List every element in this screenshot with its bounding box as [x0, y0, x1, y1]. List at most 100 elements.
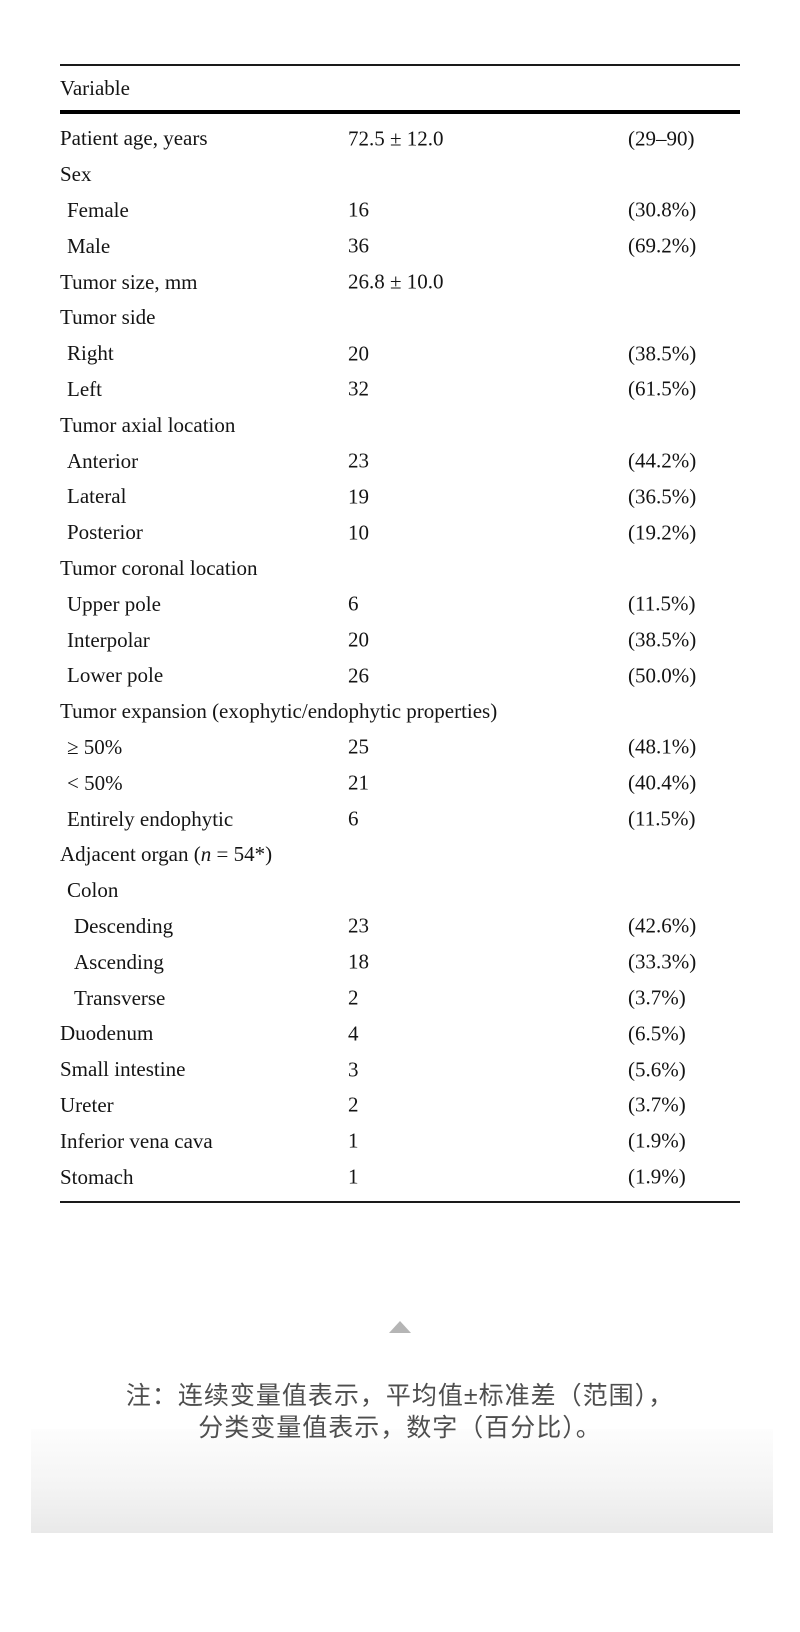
- row-percent: (5.6%): [628, 1057, 686, 1082]
- row-percent: (19.2%): [628, 520, 697, 545]
- row-percent: (11.5%): [628, 591, 696, 616]
- row-value: 1: [348, 1164, 359, 1189]
- table-row: Left 32 (61.5%): [60, 372, 740, 408]
- collapse-indicator-wrap: [0, 1321, 800, 1333]
- table-row: Interpolar 20 (38.5%): [60, 622, 740, 658]
- row-value: 20: [348, 341, 369, 366]
- row-label: Duodenum: [60, 1021, 154, 1046]
- footnote-line-2: 分类变量值表示，数字（百分比）。: [198, 1414, 602, 1442]
- row-value: 23: [348, 913, 369, 938]
- row-label: Tumor axial location: [60, 412, 236, 437]
- table-row: Tumor side: [60, 300, 740, 336]
- row-label: Colon: [67, 878, 119, 903]
- table-row: ≥ 50% 25 (48.1%): [60, 730, 740, 766]
- row-label: Adjacent organ (n = 54*): [60, 842, 273, 867]
- table-row: Female 16 (30.8%): [60, 193, 740, 229]
- row-label: Tumor size, mm: [60, 269, 198, 294]
- row-value: 4: [348, 1021, 359, 1046]
- table-row: Tumor size, mm 26.8 ± 10.0: [60, 264, 740, 300]
- table-row: Transverse 2 (3.7%): [60, 980, 740, 1016]
- row-label: Descending: [74, 913, 174, 938]
- table-row: Duodenum 4 (6.5%): [60, 1016, 740, 1052]
- row-percent: (69.2%): [628, 233, 697, 258]
- row-percent: (1.9%): [628, 1164, 686, 1189]
- row-value: 26.8 ± 10.0: [348, 269, 444, 294]
- row-value: 26: [348, 663, 369, 688]
- row-percent: (6.5%): [628, 1021, 686, 1046]
- row-label: Patient age, years: [60, 126, 208, 151]
- row-label: Small intestine: [60, 1057, 186, 1082]
- row-label: Lower pole: [67, 663, 164, 688]
- row-value: 3: [348, 1057, 359, 1082]
- row-value: 23: [348, 448, 369, 473]
- row-label: Sex: [60, 162, 92, 187]
- row-value: 21: [348, 770, 369, 795]
- row-value: 19: [348, 484, 369, 509]
- row-label: Inferior vena cava: [60, 1128, 213, 1153]
- row-label: Tumor coronal location: [60, 555, 258, 580]
- row-label: Tumor expansion (exophytic/endophytic pr…: [60, 699, 498, 724]
- row-percent: (40.4%): [628, 770, 697, 795]
- table-row: Descending 23 (42.6%): [60, 909, 740, 945]
- row-label: Stomach: [60, 1164, 134, 1189]
- row-value: 16: [348, 197, 369, 222]
- table-row: < 50% 21 (40.4%): [60, 765, 740, 801]
- row-value: 1: [348, 1128, 359, 1153]
- table-rows: Patient age, years 72.5 ± 12.0 (29–90) S…: [60, 114, 740, 1201]
- row-percent: (50.0%): [628, 663, 697, 688]
- row-label: ≥ 50%: [67, 734, 123, 759]
- table-row: Ascending 18 (33.3%): [60, 944, 740, 980]
- next-section-preview: [31, 1429, 773, 1533]
- table-row: Posterior 10 (19.2%): [60, 515, 740, 551]
- table-header-variable: Variable: [60, 75, 130, 100]
- table-row: Inferior vena cava 1 (1.9%): [60, 1123, 740, 1159]
- row-percent: (38.5%): [628, 341, 697, 366]
- table-row: Patient age, years 72.5 ± 12.0 (29–90): [60, 121, 740, 157]
- row-value: 18: [348, 949, 369, 974]
- table-row: Small intestine 3 (5.6%): [60, 1052, 740, 1088]
- table-row: Anterior 23 (44.2%): [60, 443, 740, 479]
- row-percent: (3.7%): [628, 1092, 686, 1117]
- row-label: Left: [67, 376, 102, 401]
- row-value: 6: [348, 806, 359, 831]
- row-value: 36: [348, 233, 369, 258]
- table-row: Upper pole 6 (11.5%): [60, 586, 740, 622]
- row-percent: (30.8%): [628, 197, 697, 222]
- row-percent: (38.5%): [628, 627, 697, 652]
- collapse-arrow-icon[interactable]: [389, 1321, 411, 1333]
- row-label: Transverse: [74, 985, 166, 1010]
- table-row: Lower pole 26 (50.0%): [60, 658, 740, 694]
- table-row: Ureter 2 (3.7%): [60, 1088, 740, 1124]
- row-label: Ascending: [74, 949, 164, 974]
- row-percent: (36.5%): [628, 484, 697, 509]
- table-row: Adjacent organ (n = 54*): [60, 837, 740, 873]
- table-row: Male 36 (69.2%): [60, 228, 740, 264]
- row-value: 32: [348, 376, 369, 401]
- table-row: Right 20 (38.5%): [60, 336, 740, 372]
- row-label: Upper pole: [67, 591, 161, 616]
- row-label: Female: [67, 197, 129, 222]
- row-percent: (3.7%): [628, 985, 686, 1010]
- row-label: Male: [67, 233, 111, 258]
- row-label: Entirely endophytic: [67, 806, 234, 831]
- row-percent: (33.3%): [628, 949, 697, 974]
- row-value: 6: [348, 591, 359, 616]
- table-row: Stomach 1 (1.9%): [60, 1159, 740, 1195]
- table-row: Tumor expansion (exophytic/endophytic pr…: [60, 694, 740, 730]
- table-row: Lateral 19 (36.5%): [60, 479, 740, 515]
- row-label: Tumor side: [60, 305, 156, 330]
- table-header-row: Variable: [60, 66, 740, 114]
- patient-characteristics-table: Variable Patient age, years 72.5 ± 12.0 …: [60, 64, 740, 1203]
- row-percent: (1.9%): [628, 1128, 686, 1153]
- row-label: Lateral: [67, 484, 127, 509]
- footnote-line-1: 注：连续变量值表示，平均值±标准差（范围），: [125, 1382, 675, 1410]
- row-percent: (48.1%): [628, 734, 697, 759]
- row-value: 10: [348, 520, 369, 545]
- row-percent: (42.6%): [628, 913, 697, 938]
- row-label: Anterior: [67, 448, 139, 473]
- row-label: Posterior: [67, 520, 143, 545]
- row-percent: (44.2%): [628, 448, 697, 473]
- table-row: Sex: [60, 157, 740, 193]
- row-label: < 50%: [67, 770, 123, 795]
- row-value: 20: [348, 627, 369, 652]
